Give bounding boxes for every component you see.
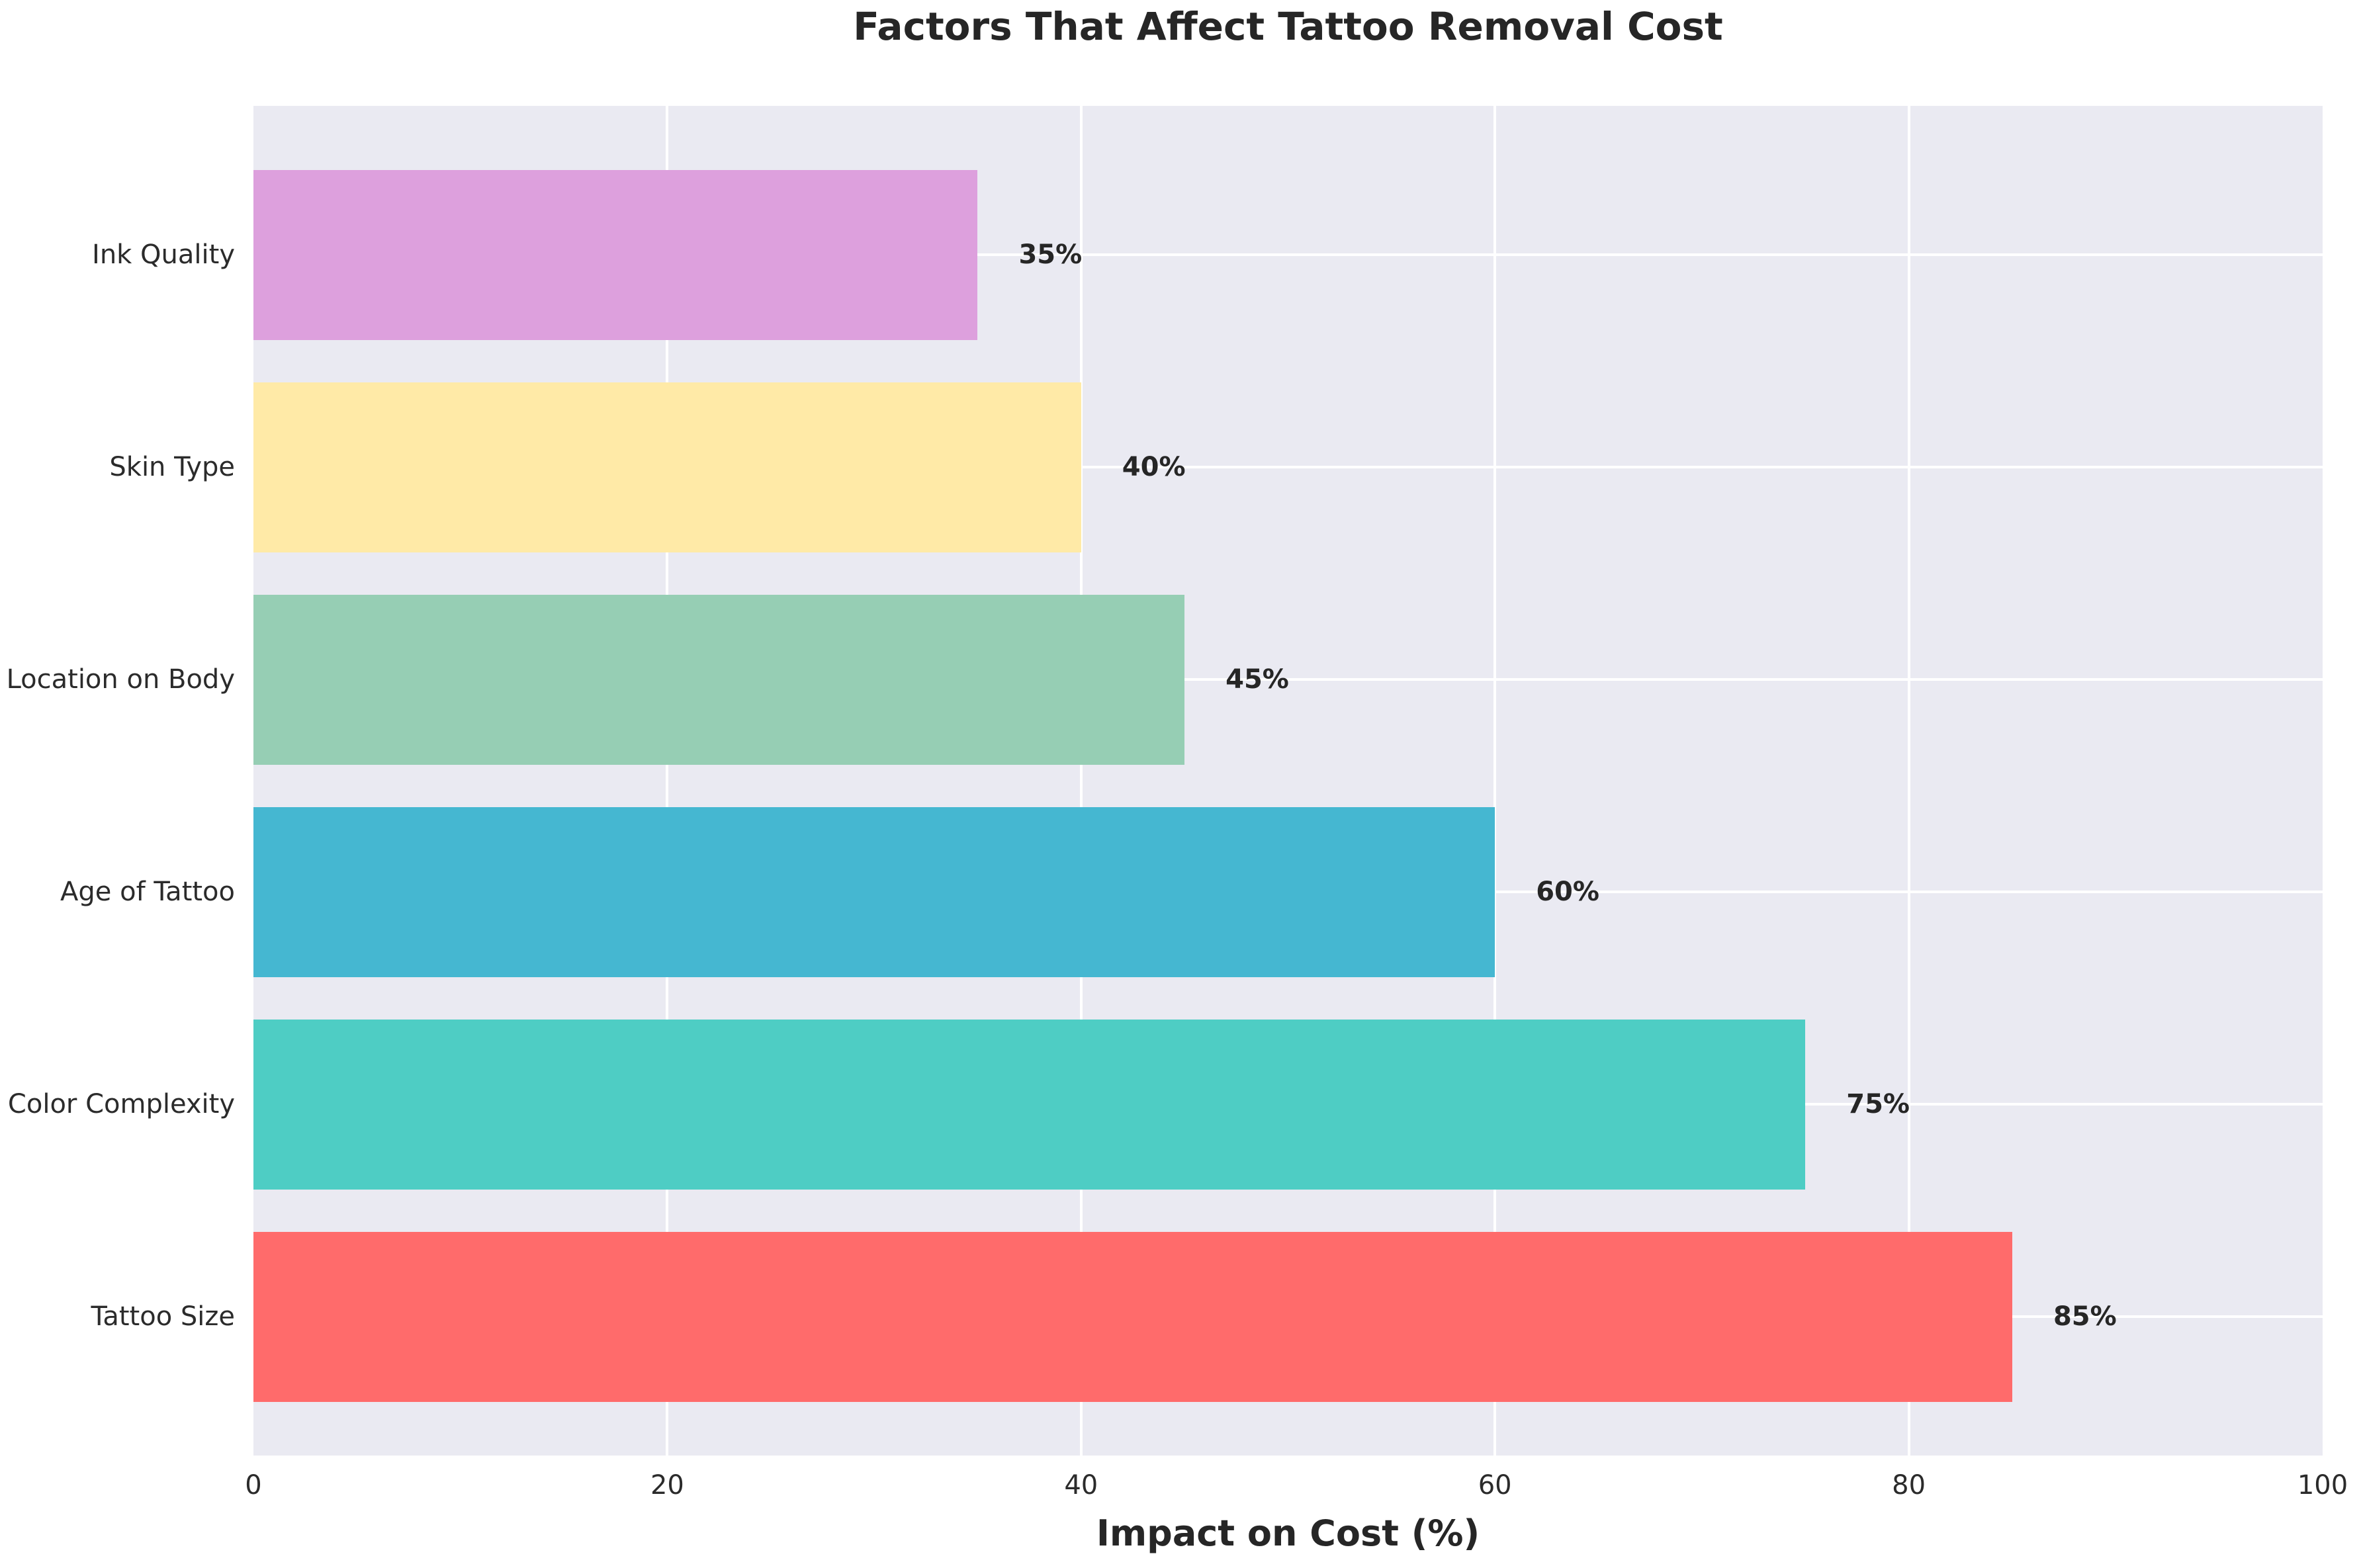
value-label-age-of-tattoo: 60% (1536, 877, 1599, 907)
vertical-gridline-80 (1907, 106, 1910, 1456)
bar-location-on-body (253, 594, 1185, 765)
horizontal-gridline-location-on-body (253, 678, 2323, 681)
horizontal-gridline-ink-quality (253, 253, 2323, 256)
vertical-gridline-60 (1493, 106, 1497, 1456)
value-label-location-on-body: 45% (1225, 664, 1289, 695)
bar-ink-quality (253, 169, 978, 340)
value-label-color-complexity: 75% (1846, 1089, 1910, 1119)
category-label-ink-quality: Ink Quality (92, 240, 235, 270)
category-label-age-of-tattoo: Age of Tattoo (60, 877, 235, 907)
x-tick-label-80: 80 (1892, 1470, 1926, 1501)
value-label-ink-quality: 35% (1018, 240, 1083, 270)
category-label-skin-type: Skin Type (109, 452, 235, 482)
bar-skin-type (253, 382, 1081, 552)
bar-tattoo-size (253, 1231, 2012, 1402)
chart-title: Factors That Affect Tattoo Removal Cost (853, 4, 1723, 49)
category-label-location-on-body: Location on Body (6, 664, 235, 695)
vertical-gridline-40 (1079, 106, 1083, 1456)
plot-area: 35% 40% 45% 60% 75% 85% (253, 106, 2323, 1456)
x-tick-label-20: 20 (650, 1470, 684, 1501)
x-tick-label-40: 40 (1064, 1470, 1098, 1501)
bar-color-complexity (253, 1019, 1806, 1190)
category-label-color-complexity: Color Complexity (7, 1089, 235, 1119)
value-label-skin-type: 40% (1122, 452, 1186, 482)
x-axis-tick-labels: 0 20 40 60 80 100 (245, 1470, 2348, 1507)
x-axis-title: Impact on Cost (%) (1096, 1512, 1480, 1554)
y-axis-category-labels: Ink Quality Skin Type Location on Body Age … (0, 106, 235, 1456)
category-label-tattoo-size: Tattoo Size (91, 1301, 235, 1332)
bar-age-of-tattoo (253, 806, 1495, 977)
x-tick-label-60: 60 (1478, 1470, 1512, 1501)
horizontal-gridline-skin-type (253, 466, 2323, 468)
vertical-gridline-20 (666, 106, 669, 1456)
x-tick-label-100: 100 (2297, 1470, 2348, 1501)
value-label-tattoo-size: 85% (2053, 1301, 2117, 1332)
x-tick-label-0: 0 (245, 1470, 262, 1501)
